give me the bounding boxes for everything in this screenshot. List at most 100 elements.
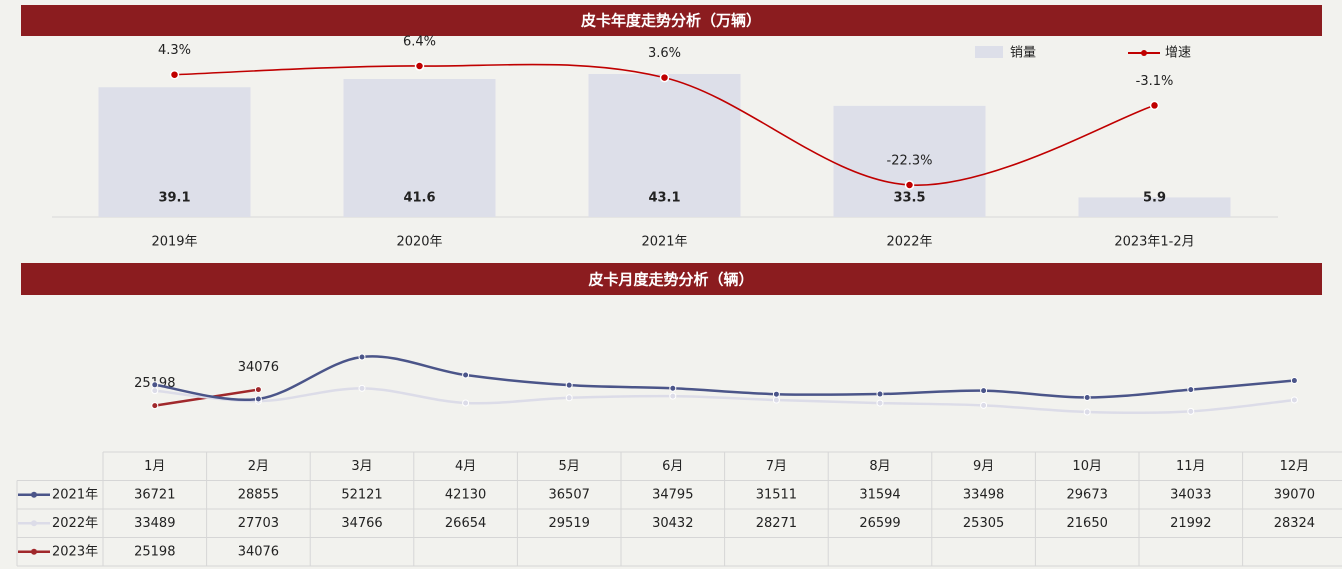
data-label: 33.5 <box>893 191 925 206</box>
column-header: 2月 <box>248 459 269 474</box>
x-tick-label: 2019年 <box>151 235 197 250</box>
data-label: 3.6% <box>648 46 681 61</box>
legend-label: 2023年 <box>52 544 98 559</box>
point <box>151 381 159 389</box>
legend-label: 增速 <box>1165 46 1191 61</box>
bar <box>588 74 741 217</box>
point <box>669 384 677 392</box>
column-header: 8月 <box>869 459 890 474</box>
point <box>980 387 988 395</box>
table-cell: 34076 <box>238 544 279 559</box>
table-cell: 26654 <box>445 516 486 531</box>
point <box>151 387 159 395</box>
column-header: 1月 <box>144 459 165 474</box>
data-label: -22.3% <box>887 154 933 169</box>
point <box>904 180 915 190</box>
point <box>772 396 780 404</box>
column-header: 6月 <box>662 459 683 474</box>
table-cell: 21650 <box>1067 516 1108 531</box>
point <box>462 371 470 379</box>
point <box>254 395 262 403</box>
point <box>151 402 159 410</box>
column-header: 10月 <box>1072 459 1102 474</box>
data-label: 43.1 <box>648 191 680 206</box>
point <box>254 386 262 394</box>
data-label: 39.1 <box>158 191 190 206</box>
chart-title: 皮卡月度走势分析（辆） <box>588 271 753 289</box>
column-header: 5月 <box>559 459 580 474</box>
line <box>154 387 1295 415</box>
table-cell: 25198 <box>134 544 175 559</box>
point <box>1187 407 1195 415</box>
legend-marker <box>31 520 37 527</box>
data-label: 41.6 <box>403 191 435 206</box>
point <box>1290 377 1298 385</box>
legend-marker <box>1141 50 1147 56</box>
legend-label: 2021年 <box>52 487 98 502</box>
data-label: -3.1% <box>1136 74 1174 89</box>
point <box>1083 394 1091 402</box>
data-label: 4.3% <box>158 43 191 58</box>
table-cell: 28271 <box>756 516 797 531</box>
point <box>1187 386 1195 394</box>
table-cell: 25305 <box>963 516 1004 531</box>
legend-swatch <box>975 46 1003 58</box>
table-cell: 33489 <box>134 516 175 531</box>
point <box>358 384 366 392</box>
point <box>980 401 988 409</box>
point <box>565 381 573 389</box>
bar <box>1078 197 1231 217</box>
point <box>1290 396 1298 404</box>
bar <box>98 87 251 218</box>
point <box>414 61 425 71</box>
table-cell: 36721 <box>134 487 175 502</box>
data-label: 5.9 <box>1143 191 1166 206</box>
legend-label: 销量 <box>1010 46 1036 61</box>
line <box>154 355 1295 402</box>
point <box>1083 408 1091 416</box>
title-bar <box>21 263 1322 295</box>
table-cell: 34795 <box>652 487 693 502</box>
table-cell: 29673 <box>1067 487 1108 502</box>
table-cell: 42130 <box>445 487 486 502</box>
table-cell: 29519 <box>549 516 590 531</box>
point <box>565 394 573 402</box>
column-header: 3月 <box>351 459 372 474</box>
x-tick-label: 2022年 <box>886 235 932 250</box>
point <box>669 392 677 400</box>
point <box>1149 100 1160 111</box>
table-cell: 21992 <box>1170 516 1211 531</box>
table-cell: 39070 <box>1274 487 1315 502</box>
x-tick-label: 2023年1-2月 <box>1114 235 1194 250</box>
table-cell: 33498 <box>963 487 1004 502</box>
column-header: 12月 <box>1280 459 1310 474</box>
legend-marker <box>31 548 37 555</box>
data-label: 34076 <box>238 360 279 375</box>
x-tick-label: 2021年 <box>641 235 687 250</box>
title-bar <box>21 5 1322 36</box>
column-header: 7月 <box>766 459 787 474</box>
table-cell: 30432 <box>652 516 693 531</box>
point <box>876 390 884 398</box>
column-header: 4月 <box>455 459 476 474</box>
point <box>659 72 670 83</box>
table-cell: 31594 <box>859 487 900 502</box>
point <box>169 69 180 80</box>
table-cell: 36507 <box>549 487 590 502</box>
column-header: 9月 <box>973 459 994 474</box>
table-cell: 52121 <box>341 487 382 502</box>
table-cell: 27703 <box>238 516 279 531</box>
legend-label: 2022年 <box>52 516 98 531</box>
column-header: 11月 <box>1176 459 1206 474</box>
point <box>358 353 366 361</box>
data-label: 6.4% <box>403 35 436 50</box>
chart-title: 皮卡年度走势分析（万辆） <box>581 12 761 30</box>
legend-marker <box>31 491 37 498</box>
table-cell: 31511 <box>756 487 797 502</box>
point <box>462 399 470 407</box>
table-cell: 28324 <box>1274 516 1315 531</box>
table-cell: 28855 <box>238 487 279 502</box>
bar <box>343 78 496 217</box>
table-cell: 34766 <box>341 516 382 531</box>
